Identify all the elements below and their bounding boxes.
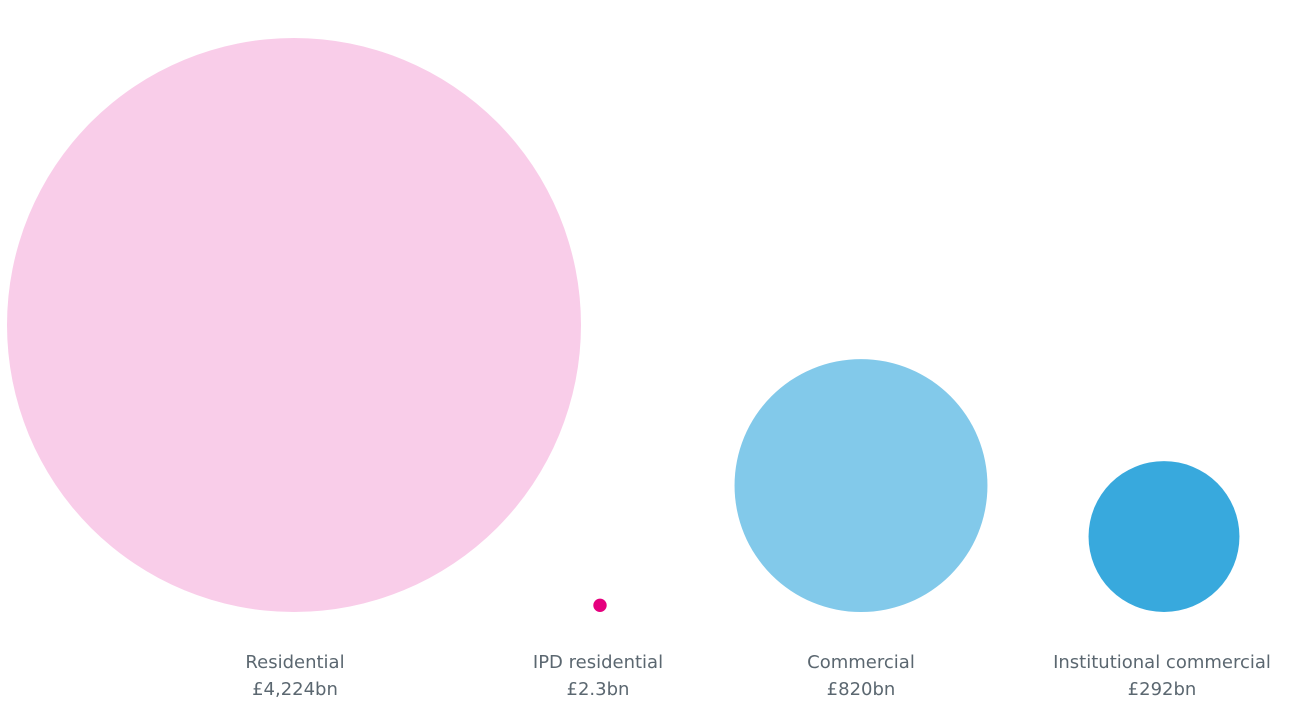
value-label: £2.3bn xyxy=(567,679,630,700)
bubble xyxy=(734,359,988,612)
category-label: Institutional commercial xyxy=(1053,652,1271,673)
bubble xyxy=(1088,461,1240,612)
value-label: £292bn xyxy=(1128,679,1197,700)
bubble xyxy=(593,598,607,612)
value-label: £820bn xyxy=(827,679,896,700)
category-label: IPD residential xyxy=(533,652,663,673)
category-label: Residential xyxy=(245,652,344,673)
bubble xyxy=(7,38,581,612)
category-label: Commercial xyxy=(807,652,915,673)
value-label: £4,224bn xyxy=(252,679,338,700)
